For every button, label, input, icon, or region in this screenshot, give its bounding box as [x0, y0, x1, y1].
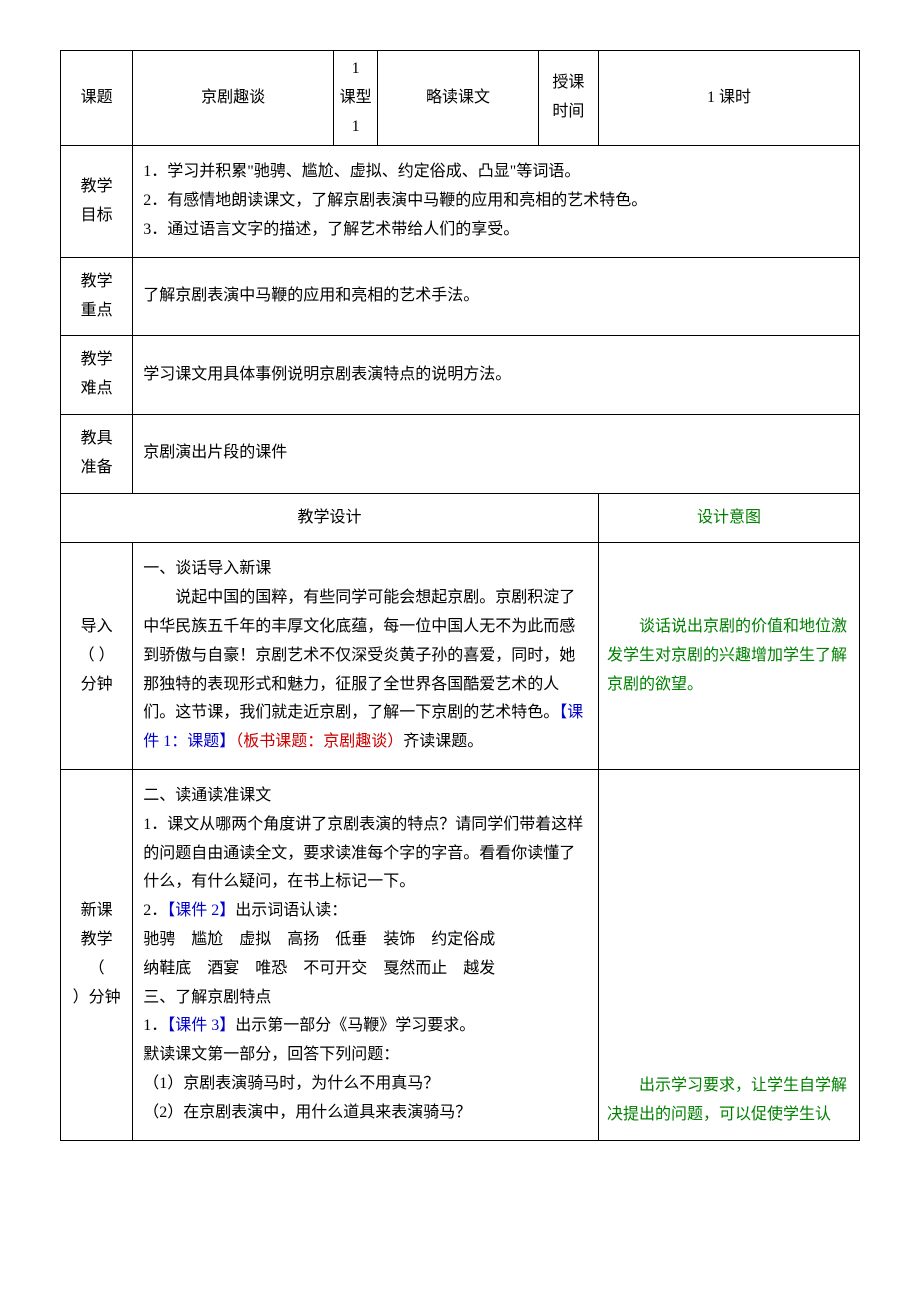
goal-3: 3．通过语言文字的描述，了解艺术带给人们的享受。 [143, 216, 849, 245]
nl-p3b: 【课件 2】 [167, 902, 235, 919]
label-focus-a: 教学 [65, 268, 128, 297]
label-tools: 教具 准备 [61, 414, 133, 493]
value-time: 1 课时 [598, 51, 859, 146]
goals-content: 1．学习并积累"驰骋、尴尬、虚拟、约定俗成、凸显"等词语。 2．有感情地朗读课文… [133, 146, 860, 257]
design-header-row: 教学设计 设计意图 [61, 493, 860, 543]
nl-p7a: 1． [143, 1017, 167, 1034]
intro-p2: 说起中国的国粹，有些同学可能会想起京剧。京剧积淀了中华民族五千年的丰厚文化底蕴，… [143, 584, 588, 757]
value-topic: 京剧趣谈 [133, 51, 334, 146]
focus-content: 了解京剧表演中马鞭的应用和亮相的艺术手法。 [133, 257, 860, 336]
header-row: 课题 京剧趣谈 1 课型 1 略读课文 授课 时间 1 课时 [61, 51, 860, 146]
label-type-a: 1 [336, 55, 375, 84]
nl-p1: 二、读通读准课文 [143, 782, 588, 811]
label-goals-b: 目标 [65, 202, 128, 231]
label-type-c: 1 [336, 113, 375, 142]
label-difficulty-b: 难点 [65, 375, 128, 404]
label-nl-a: 新课 [65, 897, 128, 926]
label-intro-b: （ ） [65, 642, 128, 671]
label-difficulty: 教学 难点 [61, 336, 133, 415]
intro-p2c: （板书课题：京剧趣谈） [235, 733, 403, 750]
intro-p1: 一、谈话导入新课 [143, 555, 588, 584]
design-header-left: 教学设计 [61, 493, 599, 543]
nl-p5: 纳鞋底 酒宴 唯恐 不可开交 戛然而止 越发 [143, 955, 588, 984]
label-newlesson: 新课 教学 （ ）分钟 [61, 769, 133, 1140]
label-nl-d: ）分钟 [65, 984, 128, 1013]
label-time-a: 授课 [541, 69, 596, 98]
label-intro-c: 分钟 [65, 671, 128, 700]
intro-p2d: 齐读课题。 [403, 733, 483, 750]
nl-p7: 1．【课件 3】出示第一部分《马鞭》学习要求。 [143, 1012, 588, 1041]
label-tools-b: 准备 [65, 454, 128, 483]
label-time: 授课 时间 [538, 51, 598, 146]
label-tools-a: 教具 [65, 425, 128, 454]
label-focus: 教学 重点 [61, 257, 133, 336]
label-goals-a: 教学 [65, 173, 128, 202]
label-topic: 课题 [61, 51, 133, 146]
label-type-b: 课型 [336, 84, 375, 113]
label-goals: 教学 目标 [61, 146, 133, 257]
nl-p9: （1）京剧表演骑马时，为什么不用真马？ [143, 1070, 588, 1099]
label-nl-c: （ [65, 955, 128, 984]
newlesson-content: 二、读通读准课文 1．课文从哪两个角度讲了京剧表演的特点？请同学们带着这样的问题… [133, 769, 599, 1140]
label-type: 1 课型 1 [334, 51, 378, 146]
intro-row: 导入 （ ） 分钟 一、谈话导入新课 说起中国的国粹，有些同学可能会想起京剧。京… [61, 543, 860, 770]
goal-1: 1．学习并积累"驰骋、尴尬、虚拟、约定俗成、凸显"等词语。 [143, 158, 849, 187]
label-intro: 导入 （ ） 分钟 [61, 543, 133, 770]
intro-intent-text: 谈话说出京剧的价值和地位激发学生对京剧的兴趣增加学生了解京剧的欲望。 [607, 613, 851, 699]
nl-p7c: 出示第一部分《马鞭》学习要求。 [235, 1017, 475, 1034]
intro-content: 一、谈话导入新课 说起中国的国粹，有些同学可能会想起京剧。京剧积淀了中华民族五千… [133, 543, 599, 770]
goal-2: 2．有感情地朗读课文，了解京剧表演中马鞭的应用和亮相的艺术特色。 [143, 187, 849, 216]
label-difficulty-a: 教学 [65, 346, 128, 375]
difficulty-content: 学习课文用具体事例说明京剧表演特点的说明方法。 [133, 336, 860, 415]
focus-row: 教学 重点 了解京剧表演中马鞭的应用和亮相的艺术手法。 [61, 257, 860, 336]
newlesson-row: 新课 教学 （ ）分钟 二、读通读准课文 1．课文从哪两个角度讲了京剧表演的特点… [61, 769, 860, 1140]
label-intro-a: 导入 [65, 613, 128, 642]
nl-p3c: 出示词语认读： [235, 902, 347, 919]
intro-p2a: 说起中国的国粹，有些同学可能会想起京剧。京剧积淀了中华民族五千年的丰厚文化底蕴，… [143, 589, 575, 721]
label-focus-b: 重点 [65, 297, 128, 326]
nl-p3a: 2． [143, 902, 167, 919]
design-header-right: 设计意图 [598, 493, 859, 543]
label-nl-b: 教学 [65, 926, 128, 955]
nl-p4: 驰骋 尴尬 虚拟 高扬 低垂 装饰 约定俗成 [143, 926, 588, 955]
intro-intent: 谈话说出京剧的价值和地位激发学生对京剧的兴趣增加学生了解京剧的欲望。 [598, 543, 859, 770]
nl-p6: 三、了解京剧特点 [143, 984, 588, 1013]
tools-row: 教具 准备 京剧演出片段的课件 [61, 414, 860, 493]
lesson-plan-table: 课题 京剧趣谈 1 课型 1 略读课文 授课 时间 1 课时 教学 目标 1．学… [60, 50, 860, 1141]
nl-p10: （2）在京剧表演中，用什么道具来表演骑马？ [143, 1099, 588, 1128]
value-type: 略读课文 [378, 51, 539, 146]
nl-p2: 1．课文从哪两个角度讲了京剧表演的特点？请同学们带着这样的问题自由通读全文，要求… [143, 811, 588, 897]
nl-p3: 2．【课件 2】出示词语认读： [143, 897, 588, 926]
goals-row: 教学 目标 1．学习并积累"驰骋、尴尬、虚拟、约定俗成、凸显"等词语。 2．有感… [61, 146, 860, 257]
nl-p8: 默读课文第一部分，回答下列问题： [143, 1041, 588, 1070]
label-time-b: 时间 [541, 98, 596, 127]
difficulty-row: 教学 难点 学习课文用具体事例说明京剧表演特点的说明方法。 [61, 336, 860, 415]
nl-p7b: 【课件 3】 [167, 1017, 235, 1034]
tools-content: 京剧演出片段的课件 [133, 414, 860, 493]
newlesson-intent: 出示学习要求，让学生自学解决提出的问题，可以促使学生认 [598, 769, 859, 1140]
nl-intent-text: 出示学习要求，让学生自学解决提出的问题，可以促使学生认 [607, 1072, 851, 1130]
